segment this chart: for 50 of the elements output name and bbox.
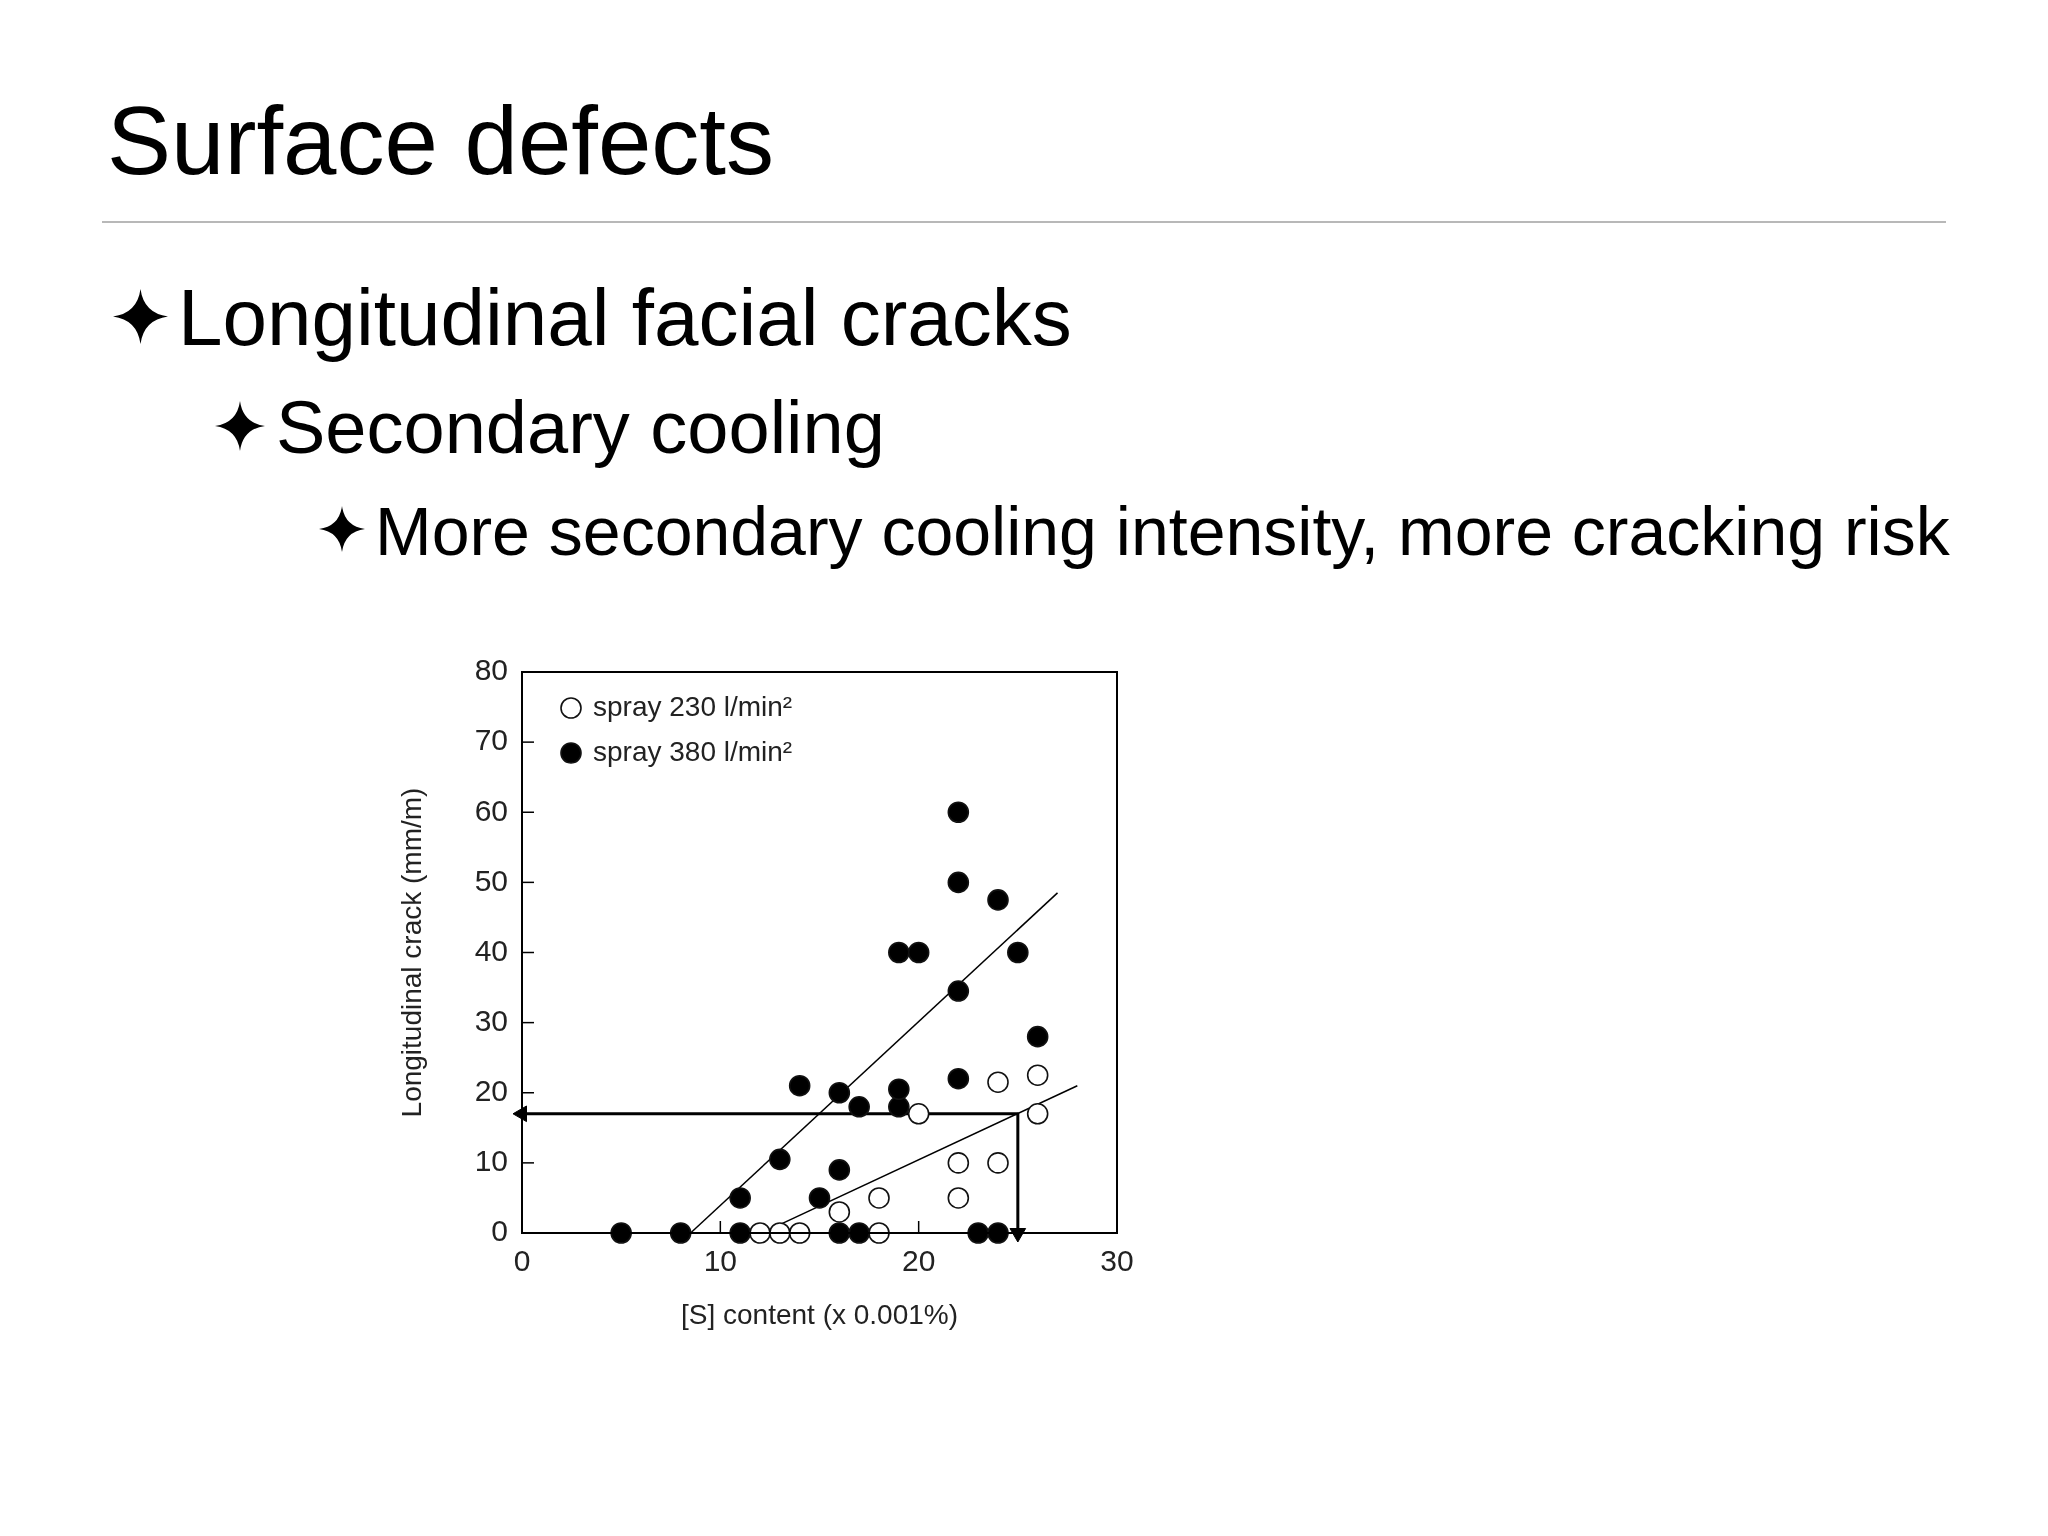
point [808,1187,831,1209]
y-tick-label: 20 [474,1074,508,1108]
point [888,1095,910,1118]
x-tick-label: 0 [513,1244,531,1278]
point [1026,1102,1049,1125]
text: Longitudinal facial cracks [178,273,1072,362]
point [888,941,910,964]
point [947,801,970,824]
point [1026,1064,1049,1087]
y-tick-label: 60 [474,793,508,827]
y-tick-label: 40 [474,933,508,967]
point [828,1201,851,1223]
legend-label: spray 230 l/min² [593,690,793,722]
point [1026,1025,1049,1048]
y-tick-label: 30 [474,1003,508,1037]
point [947,1067,970,1090]
point [947,1152,970,1174]
x-tick-label: 20 [901,1244,936,1278]
point [868,1187,890,1209]
chart-title: Surface defects [107,87,775,194]
point [987,1071,1009,1094]
x-axis-title: [S] content (x 0.001%) [680,1298,959,1330]
point [828,1159,851,1181]
x-tick-label: 30 [1100,1244,1134,1278]
y-tick-label: 10 [474,1144,508,1178]
point [947,980,970,1002]
point [788,1074,811,1097]
y-axis-title: Longitudinal crack (mm/m) [395,787,427,1118]
text: More secondary cooling intensity, more cracking risk [375,493,1950,569]
point [828,1081,851,1104]
point [1007,941,1029,964]
legend-label: spray 380 l/min² [593,735,793,767]
x-tick-label: 10 [703,1244,738,1278]
point [987,889,1009,911]
point [907,941,930,964]
y-tick-label: 80 [474,653,508,687]
point [769,1148,791,1171]
point [729,1187,751,1209]
text: Secondary cooling [276,386,885,469]
point [907,1102,930,1125]
point [947,871,970,894]
y-tick-label: 0 [491,1214,508,1248]
point [868,1222,890,1244]
point [848,1095,870,1118]
point [987,1222,1009,1244]
y-tick-label: 70 [474,723,508,757]
point [987,1152,1009,1174]
point [888,1078,910,1101]
y-tick-label: 50 [474,863,508,897]
point [947,1187,970,1209]
